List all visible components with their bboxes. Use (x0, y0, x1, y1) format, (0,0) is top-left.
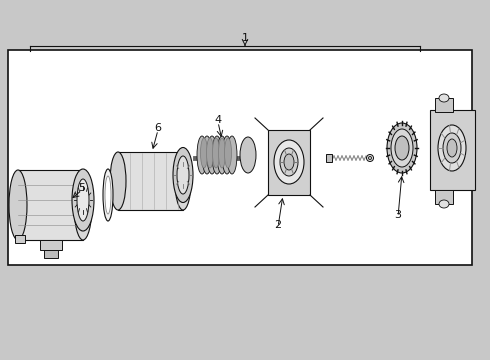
Bar (435, 190, 453, 204)
Bar (18, 170, 83, 240)
Ellipse shape (103, 169, 113, 221)
Ellipse shape (367, 154, 373, 162)
Bar (15, 235, 25, 243)
Ellipse shape (200, 138, 207, 168)
Ellipse shape (447, 139, 457, 157)
Ellipse shape (213, 138, 220, 168)
Bar (118, 152, 183, 210)
Ellipse shape (197, 136, 207, 174)
Bar (40, 240, 62, 250)
Ellipse shape (177, 156, 189, 194)
Ellipse shape (206, 138, 214, 168)
Ellipse shape (368, 157, 371, 159)
Bar (430, 110, 475, 190)
Ellipse shape (284, 154, 294, 170)
Ellipse shape (202, 136, 212, 174)
Ellipse shape (77, 179, 89, 221)
Text: 4: 4 (215, 115, 221, 125)
Ellipse shape (207, 136, 217, 174)
Bar (268, 130, 310, 195)
Ellipse shape (395, 136, 409, 160)
Ellipse shape (9, 170, 27, 240)
Bar (44, 250, 58, 258)
Ellipse shape (439, 200, 449, 208)
Text: 2: 2 (274, 220, 282, 230)
Ellipse shape (280, 148, 298, 176)
Bar (8, 50, 472, 265)
Ellipse shape (438, 125, 466, 171)
Bar (435, 98, 453, 112)
Ellipse shape (219, 138, 225, 168)
Bar (326, 154, 332, 162)
Ellipse shape (224, 138, 231, 168)
Ellipse shape (74, 170, 92, 240)
Ellipse shape (212, 136, 222, 174)
Text: 6: 6 (154, 123, 162, 133)
Text: 5: 5 (78, 183, 85, 193)
Ellipse shape (173, 148, 193, 202)
Ellipse shape (274, 140, 304, 184)
Ellipse shape (217, 136, 227, 174)
Ellipse shape (110, 152, 126, 210)
Text: 1: 1 (242, 33, 248, 43)
Ellipse shape (439, 94, 449, 102)
Ellipse shape (391, 129, 413, 167)
Ellipse shape (175, 152, 191, 210)
Ellipse shape (227, 136, 237, 174)
Ellipse shape (240, 137, 256, 173)
Ellipse shape (222, 136, 232, 174)
Ellipse shape (387, 123, 417, 173)
Ellipse shape (105, 176, 111, 214)
Ellipse shape (72, 169, 94, 231)
Ellipse shape (443, 133, 461, 163)
Text: 3: 3 (394, 210, 401, 220)
